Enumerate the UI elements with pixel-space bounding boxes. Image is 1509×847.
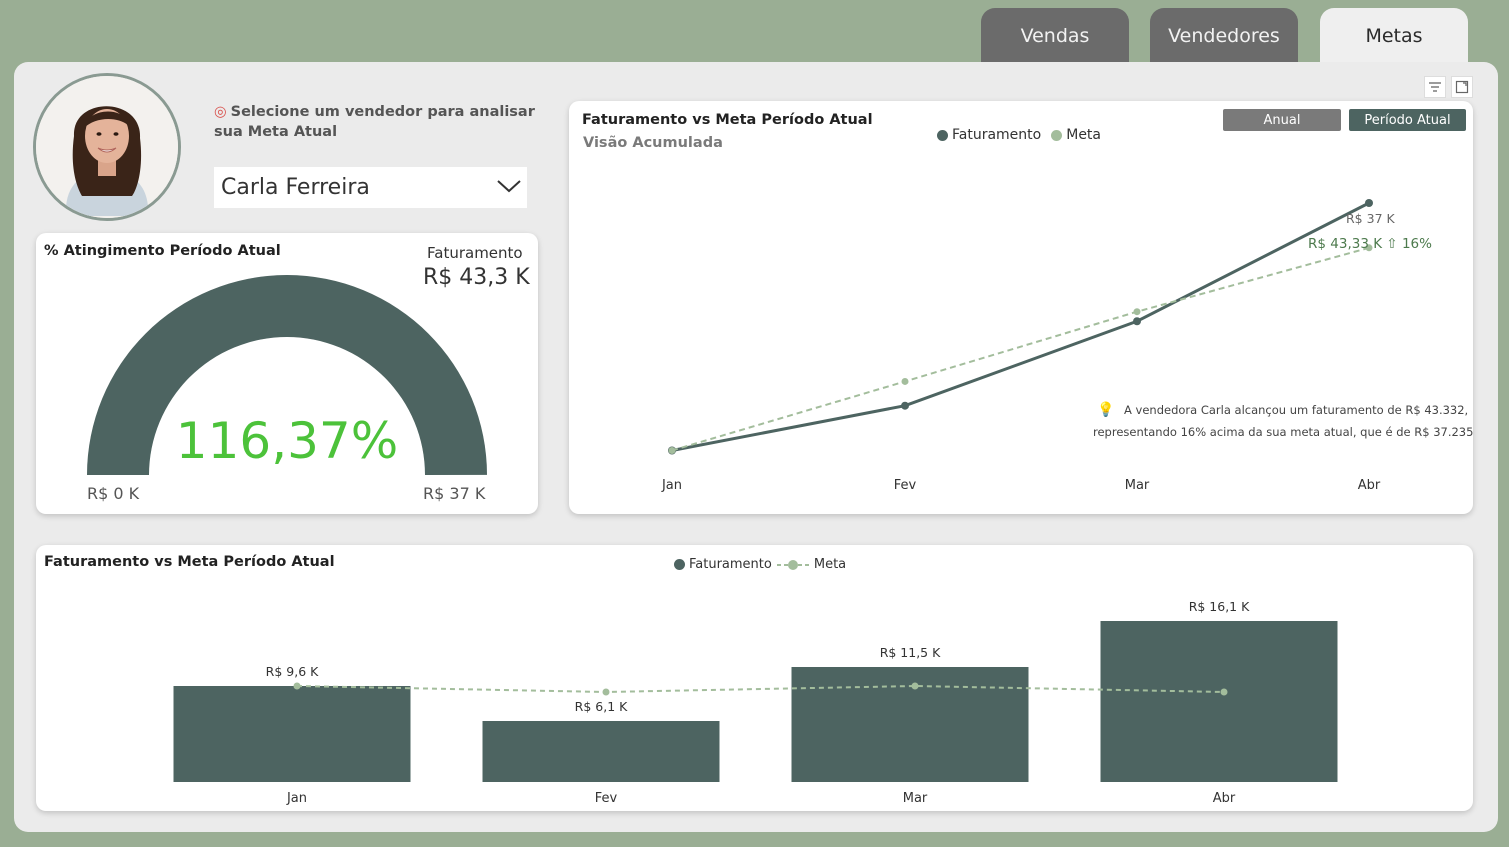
filter-icon[interactable] xyxy=(1424,76,1446,98)
meta-end-label: R$ 37 K xyxy=(1346,211,1395,226)
gauge-fat-label: Faturamento xyxy=(427,244,523,262)
tab-vendedores[interactable]: Vendedores xyxy=(1150,8,1298,64)
legend-meta-label: Meta xyxy=(1066,127,1101,143)
focus-mode-icon[interactable] xyxy=(1451,76,1473,98)
series-line-faturamento xyxy=(671,201,1370,452)
lightbulb-icon: 💡 xyxy=(1097,401,1114,418)
meta-point-mar xyxy=(911,682,919,690)
line-chart: Jan Fev Mar Abr R$ 37 K R$ 43,33 K ⇧ 16% 💡 … xyxy=(661,199,1473,493)
bar-chart-title: Faturamento vs Meta Período Atual xyxy=(44,554,335,570)
insight-line-1: A vendedora Carla alcançou um faturament… xyxy=(1124,403,1468,417)
point-faturamento-mar xyxy=(1133,317,1141,326)
bar-label-fev: R$ 6,1 K xyxy=(575,699,628,714)
selector-prompt: ◎ Selecione um vendedor para analisar sua… xyxy=(214,104,535,140)
bar-legend-meta-marker xyxy=(776,559,809,570)
bar-x-tick-mar: Mar xyxy=(903,791,928,806)
meta-point-jan xyxy=(293,682,301,690)
bar-legend-meta-label: Meta xyxy=(813,557,847,572)
x-tick-fev: Fev xyxy=(894,478,917,493)
meta-line xyxy=(296,684,1225,694)
insight-line-2: representando 16% acima da sua meta atua… xyxy=(1093,425,1473,439)
gauge-fat-value: R$ 43,3 K xyxy=(423,265,530,290)
meta-point-abr xyxy=(1220,688,1228,696)
bar-x-tick-fev: Fev xyxy=(595,791,618,806)
x-tick-abr: Abr xyxy=(1358,478,1381,493)
bar-mar xyxy=(791,667,1029,782)
point-faturamento-abr xyxy=(1365,199,1373,207)
bar-fev xyxy=(482,721,720,782)
person-photo-icon xyxy=(36,76,178,218)
legend-meta-dot xyxy=(1051,129,1063,141)
tab-vendas[interactable]: Vendas xyxy=(981,8,1129,64)
bar-label-jan: R$ 9,6 K xyxy=(266,664,319,679)
chevron-down-icon xyxy=(497,180,521,193)
bar-chart-card: Faturamento vs Meta Período Atual Fatura… xyxy=(36,545,1473,811)
point-meta-mar xyxy=(1133,308,1141,316)
seller-select-value: Carla Ferreira xyxy=(221,175,370,200)
bar-jan xyxy=(173,686,411,782)
legend-fat-dot xyxy=(937,129,948,141)
seller-select[interactable]: Carla Ferreira xyxy=(214,167,527,208)
bar-label-abr: R$ 16,1 K xyxy=(1189,599,1250,614)
point-meta-abr xyxy=(1365,244,1373,252)
meta-point-fev xyxy=(602,688,610,696)
bar-x-tick-jan: Jan xyxy=(286,791,307,806)
gauge-title: % Atingimento Período Atual xyxy=(44,243,281,259)
bar-x-tick-abr: Abr xyxy=(1213,791,1236,806)
gauge-chart: 116,37% R$ 0 K R$ 37 K xyxy=(87,275,487,503)
series-line-meta xyxy=(671,246,1370,452)
line-chart-subtitle: Visão Acumulada xyxy=(583,135,723,151)
bar-abr xyxy=(1100,621,1338,782)
point-meta-fev xyxy=(901,377,909,385)
bar-chart-legend: Faturamento Meta xyxy=(674,557,846,572)
line-chart-card: Faturamento vs Meta Período Atual Visão … xyxy=(569,101,1473,514)
line-chart-legend: Faturamento Meta xyxy=(937,127,1101,143)
bar-legend-fat-label: Faturamento xyxy=(689,557,772,572)
legend-fat-label: Faturamento xyxy=(952,127,1042,143)
fat-end-label: R$ 43,33 K ⇧ 16% xyxy=(1308,236,1432,252)
bar-chart: R$ 9,6 K R$ 6,1 K R$ 11,5 K R$ 16,1 K Jan Fev… xyxy=(173,599,1338,806)
avatar xyxy=(33,73,181,221)
x-tick-mar: Mar xyxy=(1125,478,1150,493)
gauge-percent: 116,37% xyxy=(176,412,398,470)
gauge-fill xyxy=(87,275,487,475)
bar-label-mar: R$ 11,5 K xyxy=(880,645,941,660)
gauge-min-label: R$ 0 K xyxy=(87,484,140,503)
x-tick-jan: Jan xyxy=(661,478,682,493)
current-period-button[interactable]: Período Atual xyxy=(1349,109,1466,131)
point-meta-jan xyxy=(668,446,676,454)
target-icon: ◎ xyxy=(214,104,227,120)
bar-legend-fat-dot xyxy=(674,559,685,570)
line-chart-title: Faturamento vs Meta Período Atual xyxy=(582,112,873,128)
tab-metas[interactable]: Metas xyxy=(1320,8,1468,64)
annual-button[interactable]: Anual xyxy=(1223,109,1341,131)
gauge-max-label: R$ 37 K xyxy=(423,484,486,503)
gauge-card: % Atingimento Período Atual Faturamento … xyxy=(36,233,538,514)
point-faturamento-fev xyxy=(901,401,909,410)
